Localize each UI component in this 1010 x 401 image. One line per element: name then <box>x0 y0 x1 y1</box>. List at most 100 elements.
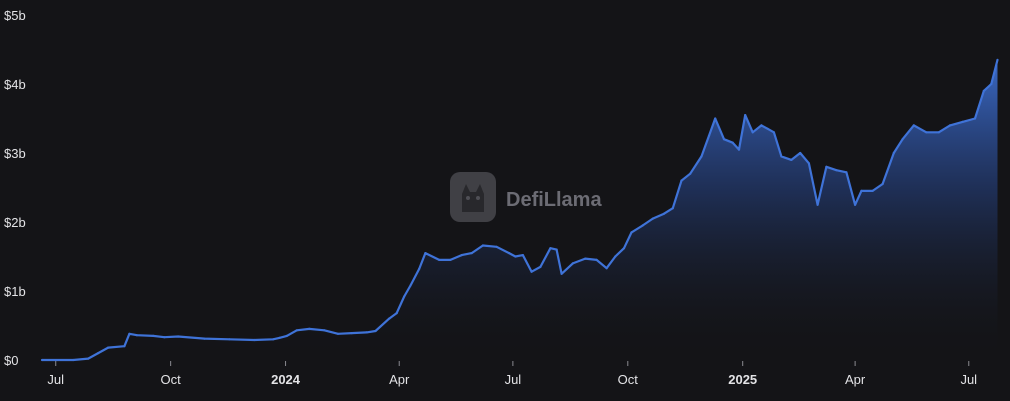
data-point <box>925 131 928 134</box>
data-point <box>418 267 421 270</box>
data-point <box>835 169 838 172</box>
data-point <box>308 327 311 330</box>
data-point <box>350 332 353 335</box>
data-point <box>996 58 999 62</box>
data-point <box>481 244 484 247</box>
data-point <box>438 258 441 261</box>
data-point <box>549 247 552 250</box>
data-point <box>128 332 131 335</box>
data-point <box>365 331 368 334</box>
data-point <box>571 262 574 265</box>
data-point <box>449 258 452 261</box>
data-point <box>560 272 563 275</box>
data-point <box>323 329 326 332</box>
data-point <box>135 334 138 337</box>
data-point <box>278 336 281 339</box>
data-point <box>87 357 90 360</box>
data-point <box>272 338 275 341</box>
y-tick-label: $1b <box>4 284 26 299</box>
data-points <box>40 58 999 362</box>
y-axis: $0 $1b $2b $3b $4b $5b <box>4 8 26 368</box>
data-point <box>388 317 391 320</box>
data-point <box>395 312 398 315</box>
data-point <box>892 151 895 155</box>
data-point <box>228 338 231 341</box>
data-point <box>514 255 517 258</box>
data-point <box>521 254 525 257</box>
data-point <box>97 352 100 355</box>
data-point <box>881 182 884 186</box>
data-point <box>630 231 633 234</box>
x-tick-label: Oct <box>618 372 639 387</box>
series-area-fill <box>42 59 998 361</box>
data-point <box>123 345 126 348</box>
data-point <box>403 295 406 298</box>
data-point <box>700 155 703 158</box>
data-point <box>508 252 511 255</box>
data-point <box>72 358 75 362</box>
data-point <box>622 247 626 250</box>
data-point <box>651 217 654 220</box>
data-point <box>982 89 985 92</box>
data-point <box>530 270 533 273</box>
data-point <box>107 346 110 349</box>
llama-logo-icon <box>450 172 496 222</box>
data-point <box>374 329 377 333</box>
data-point <box>707 134 711 137</box>
x-tick-label: Apr <box>389 372 410 387</box>
data-point <box>737 148 741 151</box>
x-tick-label: Jul <box>47 372 64 387</box>
data-point <box>714 117 717 120</box>
data-point <box>584 257 587 260</box>
watermark-text: DefiLlama <box>506 189 602 211</box>
data-point <box>689 172 692 175</box>
x-tick-label: Oct <box>161 372 182 387</box>
y-tick-label: $2b <box>4 215 26 230</box>
data-point <box>336 332 340 335</box>
data-point <box>816 203 819 206</box>
x-tick-label: 2024 <box>271 372 301 387</box>
data-point <box>845 171 848 174</box>
data-point <box>555 248 558 251</box>
data-point <box>203 337 206 340</box>
data-point <box>901 138 904 141</box>
data-point <box>722 138 726 141</box>
data-point <box>990 82 993 86</box>
data-point <box>680 179 683 182</box>
data-point <box>825 165 828 168</box>
data-point <box>614 255 617 258</box>
data-point <box>790 158 793 161</box>
data-point <box>595 258 598 261</box>
data-point <box>948 124 952 127</box>
y-tick-label: $3b <box>4 146 26 161</box>
data-point <box>605 267 608 270</box>
data-point <box>424 252 427 255</box>
data-point <box>799 151 802 155</box>
data-point <box>662 212 666 215</box>
data-point <box>973 117 977 120</box>
data-point <box>295 329 298 332</box>
data-point <box>766 127 769 130</box>
data-point <box>751 131 754 134</box>
data-point <box>780 155 783 158</box>
data-point <box>912 124 915 127</box>
data-point <box>731 141 734 144</box>
data-point <box>744 114 747 117</box>
data-point <box>772 131 776 134</box>
data-point <box>641 224 644 227</box>
data-point <box>495 245 498 248</box>
data-point <box>871 189 874 192</box>
data-point <box>253 338 256 342</box>
data-point <box>285 334 288 337</box>
x-tick-label: Apr <box>845 372 866 387</box>
data-point <box>860 189 863 192</box>
x-tick-label: Jul <box>505 372 522 387</box>
y-tick-label: $4b <box>4 77 26 92</box>
data-point <box>671 207 674 210</box>
x-axis: Jul Oct 2024 Apr Jul Oct 2025 Apr Jul <box>47 361 977 387</box>
data-point <box>854 203 857 206</box>
data-point <box>539 265 542 268</box>
x-tick-label: Jul <box>960 372 977 387</box>
data-point <box>152 334 155 337</box>
